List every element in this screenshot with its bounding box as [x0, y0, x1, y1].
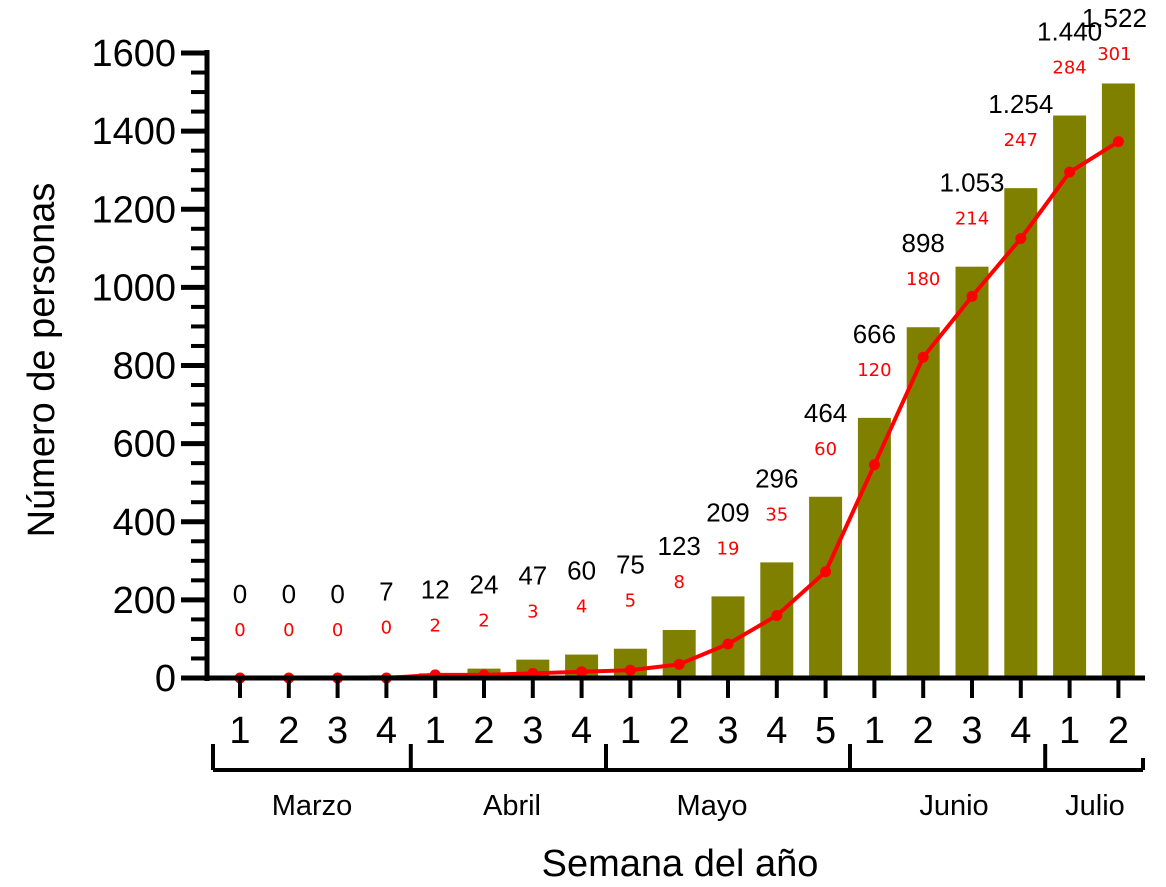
line-value-label: 8	[673, 572, 684, 593]
x-tick-label: 4	[766, 710, 787, 752]
line-point	[576, 666, 588, 678]
line-value-label: 5	[625, 591, 636, 612]
line-point	[1015, 233, 1027, 245]
x-tick-label: 3	[522, 710, 543, 752]
line-value-label: 214	[955, 209, 989, 230]
line-value-label: 35	[765, 504, 788, 525]
bar	[955, 266, 989, 678]
line-value-label: 0	[381, 617, 392, 638]
line-value-label: 180	[906, 269, 940, 290]
bar-value-label: 123	[658, 531, 701, 561]
y-axis: 0 200 400 600 800 1000 1200 1400 1600	[91, 33, 210, 700]
bar	[1004, 188, 1038, 678]
bar-value-label: 464	[804, 398, 847, 428]
line-value-label: 247	[1004, 130, 1038, 151]
bar	[809, 496, 843, 678]
line-value-label: 60	[814, 439, 837, 460]
x-tick-label: 4	[1010, 710, 1031, 752]
x-tick-label: 2	[669, 710, 690, 752]
x-tick-label: 3	[717, 710, 738, 752]
line-point	[820, 566, 832, 578]
x-tick-label: 2	[278, 710, 299, 752]
y-tick-label: 400	[113, 502, 176, 544]
bar-value-label: 1.053	[939, 168, 1004, 198]
line-point	[966, 290, 978, 302]
month-label: Junio	[919, 790, 988, 822]
line-point	[917, 351, 929, 363]
line-value-label: 2	[429, 615, 440, 636]
bar	[1101, 83, 1135, 678]
bar-value-label: 296	[755, 463, 798, 493]
bar	[1053, 115, 1087, 678]
line-value-label: 301	[1097, 44, 1131, 65]
bar-value-label: 1.522	[1082, 3, 1147, 33]
line-point	[722, 638, 734, 650]
line-point	[868, 459, 880, 471]
y-tick-label: 200	[113, 580, 176, 622]
bar-value-label: 75	[616, 550, 645, 580]
line-point	[771, 610, 783, 621]
bar-value-label: 47	[518, 561, 547, 591]
y-tick-label: 1200	[91, 189, 176, 231]
x-tick-label: 3	[961, 710, 982, 752]
line-value-label: 3	[527, 602, 538, 623]
y-tick-label: 1600	[91, 33, 176, 75]
bar-value-label: 1.440	[1037, 17, 1102, 47]
line-point	[1112, 136, 1124, 148]
line-value-label: 2	[478, 611, 489, 632]
x-tick-label: 1	[1059, 710, 1080, 752]
bar	[662, 629, 696, 678]
month-label: Marzo	[272, 790, 353, 822]
line-value-label: 4	[576, 597, 587, 618]
bar-value-label: 0	[233, 579, 247, 609]
bar-value-label: 0	[330, 579, 344, 609]
x-tick-label: 4	[571, 710, 592, 752]
line-value-label: 284	[1052, 58, 1086, 79]
x-axis-title: Semana del año	[542, 843, 819, 885]
bar-value-label: 60	[567, 556, 596, 586]
y-tick-label: 600	[113, 424, 176, 466]
bar-value-label: 666	[853, 319, 896, 349]
x-tick-label: 1	[620, 710, 641, 752]
y-tick-label: 0	[155, 658, 176, 700]
x-tick-label: 1	[229, 710, 250, 752]
bar-value-label: 12	[421, 574, 450, 604]
month-label: Julio	[1065, 790, 1125, 822]
line-value-label: 120	[857, 360, 891, 381]
line-point	[673, 658, 685, 670]
y-tick-label: 800	[113, 346, 176, 388]
x-tick-label: 1	[864, 710, 885, 752]
bar	[857, 417, 891, 678]
line-value-label: 19	[717, 538, 740, 559]
line-value-label: 0	[283, 620, 294, 641]
x-tick-label: 2	[1108, 710, 1129, 752]
month-label: Abril	[483, 790, 541, 822]
bar-value-label: 1.254	[988, 89, 1053, 119]
line-value-label: 0	[234, 620, 245, 641]
y-tick-label: 1000	[91, 267, 176, 309]
line-value-label: 0	[332, 620, 343, 641]
x-tick-label: 3	[327, 710, 348, 752]
line-point	[1064, 166, 1076, 178]
line-series	[234, 136, 1124, 684]
bar-value-label: 0	[282, 579, 296, 609]
x-tick-label: 1	[425, 710, 446, 752]
x-tick-label: 2	[913, 710, 934, 752]
bar-value-label: 24	[470, 570, 499, 600]
x-tick-label: 5	[815, 710, 836, 752]
month-label: Mayo	[677, 790, 748, 822]
bar-value-label: 7	[379, 576, 393, 606]
x-tick-label: 2	[473, 710, 494, 752]
bar-value-label: 898	[902, 228, 945, 258]
line-point	[624, 664, 636, 676]
bar-value-label: 209	[706, 497, 749, 527]
y-tick-label: 1400	[91, 111, 176, 153]
y-axis-title: Número de personas	[21, 183, 63, 538]
x-tick-label: 4	[376, 710, 397, 752]
